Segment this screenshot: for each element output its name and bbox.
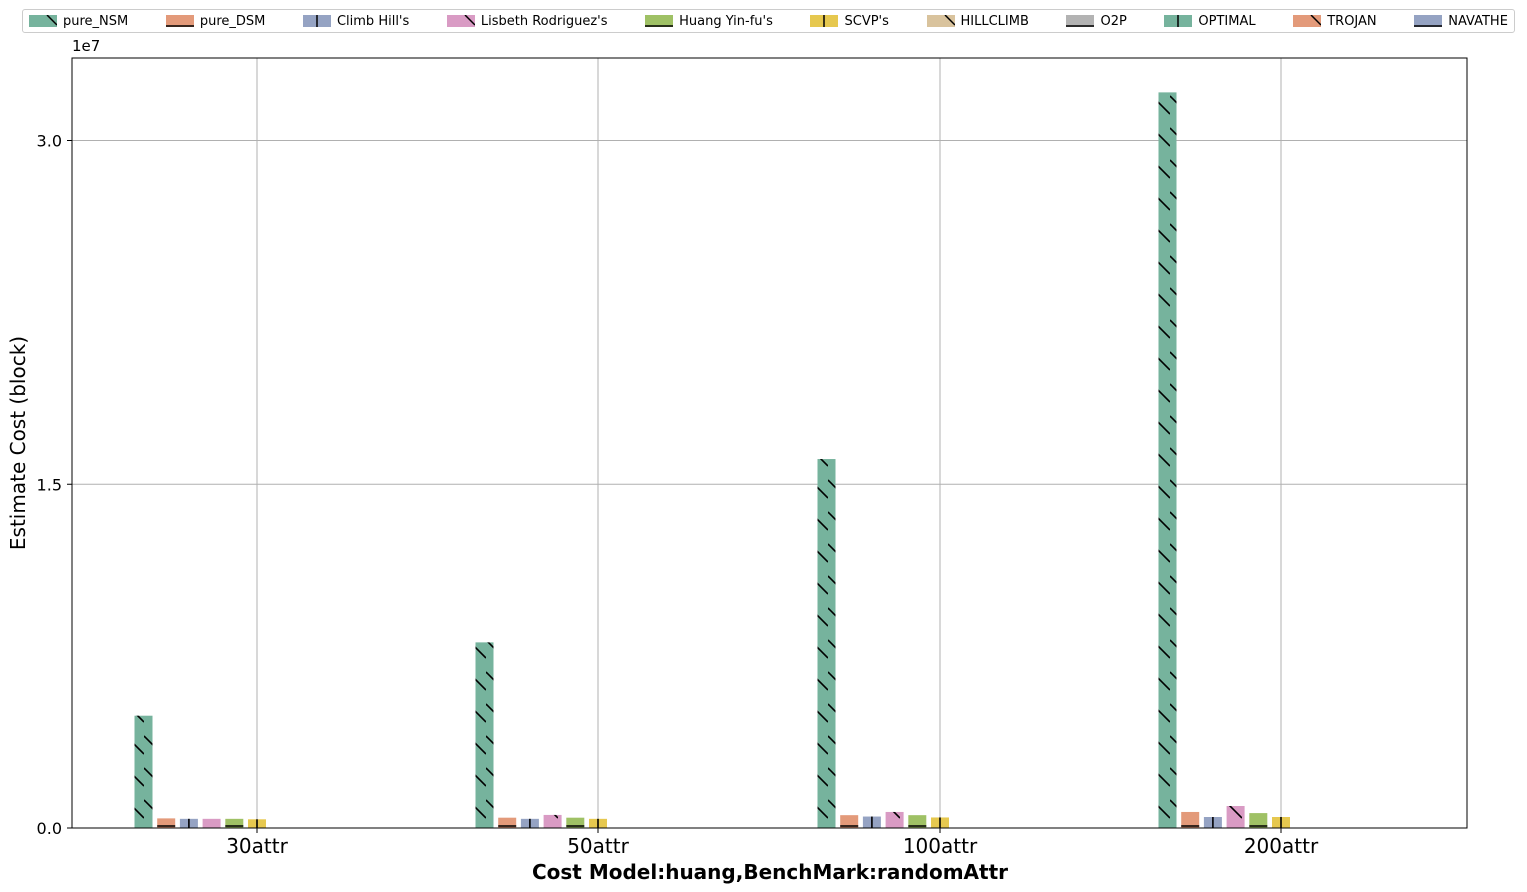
- legend-swatch: [645, 15, 674, 27]
- bar-hatch: [134, 715, 153, 828]
- x-axis-label: Cost Model:huang,BenchMark:randomAttr: [532, 860, 1008, 884]
- bars: [134, 92, 1290, 828]
- y-tick-label: 1.5: [37, 475, 62, 494]
- legend-swatch: [810, 15, 839, 27]
- bar-huang-yin-fu-s: [908, 815, 927, 828]
- bar-pure-dsm: [1181, 811, 1200, 828]
- axis-ticks: 0.0 1.5 3.0 30attr 50attr 100attr 200attr: [37, 132, 1319, 859]
- bar-hatch: [817, 459, 836, 828]
- legend-label: Lisbeth Rodriguez's: [480, 13, 608, 29]
- bar-huang-yin-fu-s: [566, 817, 585, 828]
- bar-pure-dsm: [498, 817, 517, 828]
- x-tick-label: 50attr: [567, 834, 629, 858]
- bar-hatch: [543, 814, 562, 828]
- legend-item: OPTIMAL: [1164, 13, 1256, 29]
- legend-item: TROJAN: [1293, 13, 1377, 29]
- plot-frame: [71, 57, 1468, 829]
- legend-swatch: [302, 15, 331, 27]
- legend-item: pure_DSM: [165, 13, 266, 29]
- legend-label: SCVP's: [844, 13, 889, 29]
- y-tick-label: 0.0: [37, 819, 62, 838]
- legend-label: NAVATHE: [1448, 13, 1508, 29]
- y-multiplier-label: 1e7: [72, 37, 100, 55]
- bar-hatch: [202, 818, 221, 828]
- y-tick-label: 3.0: [37, 132, 62, 151]
- y-axis-label: Estimate Cost (block): [6, 336, 30, 550]
- legend-label: O2P: [1100, 13, 1127, 29]
- legend-item: Climb Hill's: [302, 13, 410, 29]
- legend-swatch: [446, 15, 475, 27]
- x-tick-label: 30attr: [226, 834, 288, 858]
- grid-lines: [72, 58, 1467, 829]
- legend-item: HILLCLIMB: [926, 13, 1029, 29]
- legend-label: TROJAN: [1327, 13, 1377, 29]
- chart-legend: pure_NSM pure_DSM Climb Hill's Lisbeth Rodr…: [22, 9, 1515, 33]
- legend-label: HILLCLIMB: [960, 13, 1029, 29]
- legend-swatch: [1066, 15, 1095, 27]
- legend-label: pure_DSM: [199, 13, 266, 29]
- bar-pure-dsm: [840, 815, 859, 828]
- bar-hatch: [475, 642, 494, 828]
- legend-swatch: [29, 15, 57, 27]
- legend-swatch: [1414, 15, 1443, 27]
- legend-item: SCVP's: [810, 13, 889, 29]
- legend-swatch: [926, 15, 955, 27]
- legend-item: pure_NSM: [29, 14, 128, 29]
- legend-label: OPTIMAL: [1198, 13, 1256, 29]
- x-tick-label: 200attr: [1244, 834, 1319, 858]
- bar-huang-yin-fu-s: [1249, 813, 1268, 828]
- x-tick-label: 100attr: [903, 834, 978, 858]
- bar-hatch: [885, 811, 904, 828]
- legend-swatch: [1293, 15, 1322, 27]
- legend-swatch: [1164, 15, 1193, 27]
- legend-label: Climb Hill's: [336, 13, 410, 29]
- bar-hatch: [1158, 92, 1177, 828]
- legend-label: pure_NSM: [63, 13, 129, 29]
- legend-label: Huang Yin-fu's: [679, 13, 773, 29]
- legend-swatch: [165, 15, 194, 27]
- legend-item: NAVATHE: [1414, 14, 1508, 29]
- legend-item: O2P: [1066, 13, 1127, 29]
- legend-item: Huang Yin-fu's: [645, 14, 773, 29]
- bar-huang-yin-fu-s: [225, 818, 244, 828]
- bar-hatch: [1226, 806, 1245, 828]
- bar-pure-dsm: [157, 818, 176, 828]
- legend-item: Lisbeth Rodriguez's: [446, 13, 608, 29]
